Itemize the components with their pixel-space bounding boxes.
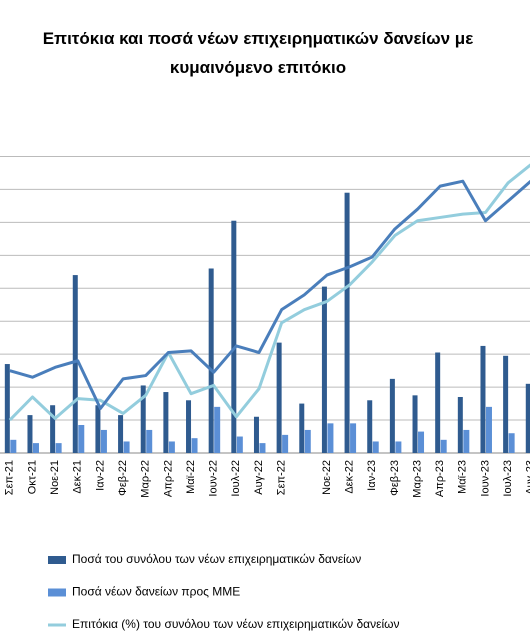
x-tick-label: Σεπ-22 bbox=[276, 460, 288, 495]
line bbox=[9, 179, 530, 411]
x-tick-label: Μαρ-23 bbox=[411, 460, 423, 498]
x-tick-label: Μαϊ-22 bbox=[185, 460, 197, 494]
bar bbox=[389, 378, 395, 453]
bar bbox=[253, 416, 259, 453]
bar bbox=[78, 424, 85, 453]
bar bbox=[140, 385, 146, 453]
bar bbox=[372, 441, 379, 453]
bar bbox=[299, 403, 305, 453]
legend-label: Ποσά νέων δανείων προς ΜΜΕ bbox=[72, 585, 240, 599]
x-tick-label: Ιουλ-22 bbox=[230, 460, 242, 497]
chart-title: κυμαινόμενο επιτόκιο bbox=[170, 58, 346, 77]
bar bbox=[231, 220, 237, 453]
bar bbox=[27, 415, 33, 453]
x-tick-label: Φεβ-23 bbox=[389, 460, 401, 496]
x-tick-label: Νοε-21 bbox=[49, 460, 61, 495]
x-tick-label: Μαρ-22 bbox=[140, 460, 152, 498]
bar bbox=[525, 383, 530, 453]
bar bbox=[32, 443, 39, 453]
legend-swatch bbox=[48, 588, 66, 597]
bar bbox=[395, 441, 402, 453]
bar bbox=[208, 268, 214, 453]
legend-label: Ποσά του συνόλου των νέων επιχειρηματικώ… bbox=[72, 552, 361, 566]
legend-label: Επιτόκια (%) του συνόλου των νέων επιχει… bbox=[72, 617, 400, 631]
bar bbox=[435, 352, 441, 453]
x-tick-label: Δεκ-21 bbox=[72, 460, 84, 494]
x-tick-label: Ιαν-22 bbox=[94, 460, 106, 491]
bar bbox=[367, 400, 373, 453]
bar bbox=[146, 429, 153, 453]
bar bbox=[440, 439, 447, 453]
x-tick-label: Ιουν-22 bbox=[208, 460, 220, 497]
bar bbox=[503, 355, 509, 453]
bar bbox=[118, 415, 124, 453]
bar bbox=[95, 405, 101, 453]
x-tick-label: Απρ-22 bbox=[162, 460, 174, 497]
x-tick-label: Ιουν-23 bbox=[479, 460, 491, 497]
x-tick-label: Αυγ-22 bbox=[253, 460, 265, 495]
bar bbox=[480, 345, 486, 453]
bar bbox=[168, 441, 175, 453]
bar bbox=[321, 286, 327, 453]
x-tick-label: Σεπ-21 bbox=[4, 460, 16, 495]
bar bbox=[72, 275, 78, 453]
bar bbox=[186, 400, 192, 453]
bar bbox=[508, 433, 515, 453]
bar bbox=[214, 406, 221, 453]
bar bbox=[457, 396, 463, 453]
bar bbox=[236, 436, 243, 453]
x-tick-label: Απρ-23 bbox=[434, 460, 446, 497]
bar bbox=[100, 429, 107, 453]
x-tick-label: Ιουλ-23 bbox=[502, 460, 514, 497]
bar bbox=[418, 431, 425, 453]
bar bbox=[10, 439, 17, 453]
bar bbox=[123, 441, 130, 453]
bar bbox=[50, 405, 56, 453]
x-tick-label: Μαϊ-23 bbox=[457, 460, 469, 494]
chart-title: Επιτόκια και ποσά νέων επιχειρηματικών δ… bbox=[43, 29, 474, 48]
bar bbox=[344, 192, 350, 453]
bar bbox=[4, 364, 10, 453]
x-tick-label: Αυγ-23 bbox=[525, 460, 530, 495]
bar bbox=[191, 438, 198, 453]
legend-swatch bbox=[48, 556, 66, 564]
bar bbox=[485, 406, 492, 453]
x-tick-label: Νοε-22 bbox=[321, 460, 333, 495]
x-tick-label: Ιαν-23 bbox=[366, 460, 378, 491]
bar bbox=[282, 434, 289, 453]
bar bbox=[163, 392, 169, 453]
bar bbox=[259, 443, 266, 453]
x-tick-label: Οκτ-21 bbox=[26, 460, 38, 494]
bar bbox=[276, 342, 282, 453]
bar bbox=[463, 429, 470, 453]
bar bbox=[350, 423, 357, 453]
bar bbox=[327, 423, 334, 453]
bar bbox=[55, 443, 62, 453]
bar bbox=[304, 429, 311, 453]
x-tick-label: Φεβ-22 bbox=[117, 460, 129, 496]
x-tick-label: Δεκ-22 bbox=[343, 460, 355, 494]
bar bbox=[412, 395, 418, 453]
